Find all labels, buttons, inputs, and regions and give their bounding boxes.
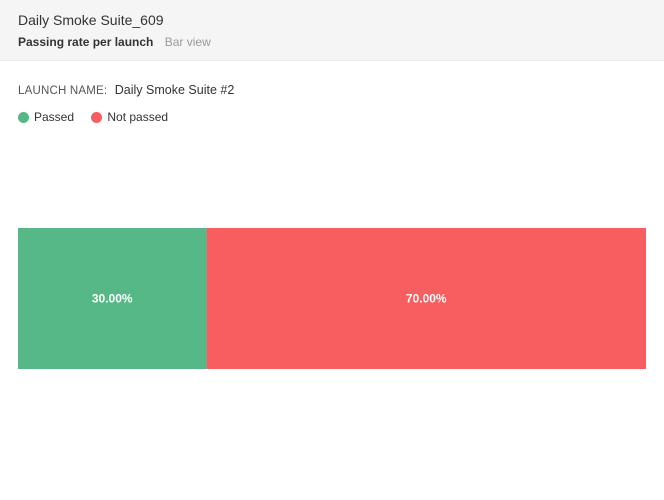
- bar-label-passed: 30.00%: [92, 292, 133, 306]
- legend-label-passed: Passed: [34, 110, 75, 124]
- widget-subline: Passing rate per launch Bar view: [18, 35, 211, 49]
- launch-name-value: Daily Smoke Suite #2: [114, 83, 235, 97]
- launch-name-label: LAUNCH NAME:: [18, 85, 108, 97]
- chart-legend: Passed Not passed: [18, 110, 182, 126]
- bar-segment-not-passed[interactable]: [206, 228, 646, 369]
- launch-name-row: LAUNCH NAME: Daily Smoke Suite #2: [18, 81, 234, 99]
- bar-label-not-passed: 70.00%: [406, 292, 447, 306]
- widget-title: Daily Smoke Suite_609: [18, 12, 164, 28]
- legend-label-not-passed: Not passed: [107, 110, 169, 124]
- view-mode-label[interactable]: Bar view: [164, 35, 211, 49]
- legend-item-passed[interactable]: Passed: [18, 110, 74, 124]
- legend-item-not-passed[interactable]: Not passed: [91, 110, 168, 124]
- bar-segment-passed[interactable]: [18, 228, 207, 369]
- legend-dot-not-passed: [91, 111, 103, 123]
- legend-dot-passed: [18, 111, 29, 123]
- widget-header: Daily Smoke Suite_609 Passing rate per l…: [0, 0, 664, 61]
- widget-subtitle: Passing rate per launch: [18, 35, 154, 49]
